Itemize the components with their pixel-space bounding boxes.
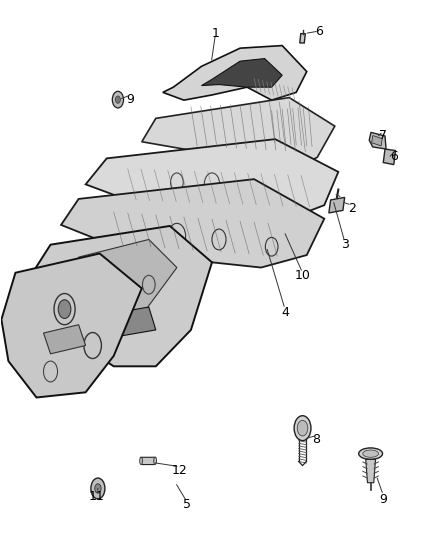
Polygon shape (383, 149, 396, 165)
Ellipse shape (359, 448, 382, 459)
Text: 2: 2 (348, 202, 356, 215)
Ellipse shape (363, 450, 378, 457)
Circle shape (294, 416, 311, 441)
Polygon shape (142, 98, 335, 168)
Polygon shape (163, 46, 307, 100)
Polygon shape (61, 179, 324, 268)
Ellipse shape (140, 457, 142, 465)
Text: 11: 11 (89, 490, 105, 503)
Text: 5: 5 (183, 498, 191, 511)
Polygon shape (141, 457, 156, 465)
Text: 12: 12 (172, 464, 187, 477)
Text: 4: 4 (281, 306, 289, 319)
Polygon shape (1, 254, 142, 398)
Text: 9: 9 (379, 493, 387, 506)
Polygon shape (107, 307, 156, 337)
Text: 6: 6 (390, 150, 398, 163)
Text: 6: 6 (315, 25, 323, 37)
Polygon shape (300, 34, 305, 43)
Circle shape (116, 96, 120, 103)
Polygon shape (372, 135, 382, 146)
Polygon shape (366, 459, 375, 483)
Polygon shape (369, 132, 386, 149)
Circle shape (297, 421, 308, 436)
Polygon shape (329, 197, 345, 213)
Polygon shape (78, 239, 177, 325)
Polygon shape (26, 226, 212, 366)
Circle shape (112, 91, 124, 108)
Text: 1: 1 (212, 27, 219, 40)
Circle shape (95, 484, 101, 493)
Text: 8: 8 (313, 433, 321, 446)
Ellipse shape (154, 457, 156, 465)
Polygon shape (201, 59, 282, 87)
Text: 10: 10 (295, 269, 311, 282)
Circle shape (91, 478, 105, 499)
Text: 9: 9 (127, 93, 134, 106)
Text: 7: 7 (379, 129, 387, 142)
Circle shape (58, 300, 71, 319)
Polygon shape (85, 139, 338, 219)
Polygon shape (43, 325, 85, 354)
Text: 3: 3 (341, 238, 349, 251)
